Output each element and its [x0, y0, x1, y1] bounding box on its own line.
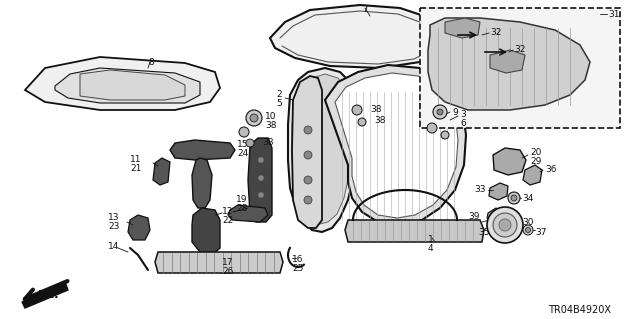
- Polygon shape: [192, 158, 212, 208]
- Text: TR04B4920X: TR04B4920X: [548, 305, 611, 315]
- Text: 15: 15: [237, 140, 248, 149]
- Polygon shape: [428, 18, 590, 110]
- Text: 20: 20: [530, 148, 541, 157]
- Polygon shape: [128, 215, 150, 240]
- Text: 14: 14: [108, 242, 120, 251]
- Text: 13: 13: [108, 213, 120, 222]
- Polygon shape: [192, 208, 220, 255]
- Polygon shape: [325, 65, 466, 225]
- Text: 11: 11: [130, 155, 141, 164]
- Text: 7: 7: [362, 5, 368, 14]
- Circle shape: [258, 157, 264, 163]
- Polygon shape: [523, 165, 542, 185]
- Text: 31: 31: [608, 10, 620, 19]
- Polygon shape: [335, 73, 458, 218]
- Text: 9: 9: [452, 108, 458, 117]
- Text: 12: 12: [222, 207, 234, 216]
- Circle shape: [493, 213, 517, 237]
- Polygon shape: [270, 5, 445, 68]
- Text: 26: 26: [222, 267, 234, 276]
- Text: 3: 3: [460, 110, 466, 119]
- Text: 17: 17: [222, 258, 234, 267]
- Text: 8: 8: [148, 58, 154, 67]
- Text: 22: 22: [222, 216, 233, 225]
- Circle shape: [499, 219, 511, 231]
- Text: 36: 36: [545, 165, 557, 174]
- Text: 2: 2: [276, 90, 282, 99]
- Circle shape: [487, 207, 523, 243]
- Circle shape: [304, 176, 312, 184]
- Circle shape: [304, 126, 312, 134]
- Polygon shape: [292, 76, 322, 228]
- Text: 30: 30: [522, 218, 534, 227]
- Bar: [420, 8, 620, 128]
- Polygon shape: [248, 138, 272, 222]
- Polygon shape: [153, 158, 170, 185]
- Circle shape: [239, 127, 249, 137]
- Polygon shape: [170, 140, 235, 160]
- Text: 28: 28: [236, 204, 248, 213]
- Text: 6: 6: [460, 119, 466, 128]
- Circle shape: [352, 105, 362, 115]
- Circle shape: [358, 118, 366, 126]
- Text: 4: 4: [428, 244, 434, 253]
- Text: 34: 34: [522, 194, 533, 203]
- Polygon shape: [55, 68, 200, 103]
- Text: 24: 24: [237, 149, 248, 158]
- Text: 38: 38: [374, 116, 385, 125]
- Text: 19: 19: [236, 195, 248, 204]
- Text: 33: 33: [474, 185, 486, 194]
- Polygon shape: [445, 18, 480, 38]
- Polygon shape: [155, 252, 283, 273]
- Text: 32: 32: [514, 45, 525, 54]
- Circle shape: [523, 225, 533, 235]
- Polygon shape: [80, 70, 185, 100]
- Polygon shape: [487, 208, 503, 224]
- Circle shape: [511, 195, 517, 201]
- Polygon shape: [228, 205, 268, 222]
- Circle shape: [437, 109, 443, 115]
- Text: 37: 37: [535, 228, 547, 237]
- Circle shape: [427, 123, 437, 133]
- Text: 38: 38: [265, 121, 276, 130]
- Circle shape: [246, 110, 262, 126]
- Text: 16: 16: [292, 255, 303, 264]
- Text: 5: 5: [276, 99, 282, 108]
- Text: 29: 29: [530, 157, 541, 166]
- Circle shape: [258, 192, 264, 198]
- Text: 25: 25: [292, 264, 303, 273]
- Polygon shape: [489, 183, 508, 200]
- Polygon shape: [25, 57, 220, 110]
- Circle shape: [246, 139, 254, 147]
- Polygon shape: [345, 220, 484, 242]
- Circle shape: [250, 114, 258, 122]
- Text: 21: 21: [130, 164, 141, 173]
- Polygon shape: [493, 148, 526, 175]
- Text: FR.: FR.: [38, 290, 58, 300]
- Text: 23: 23: [108, 222, 120, 231]
- Circle shape: [525, 227, 531, 233]
- Text: 39: 39: [468, 212, 479, 221]
- Text: 1: 1: [428, 235, 434, 244]
- Polygon shape: [22, 282, 68, 308]
- Circle shape: [304, 151, 312, 159]
- Circle shape: [441, 131, 449, 139]
- Circle shape: [258, 175, 264, 181]
- Text: 32: 32: [490, 28, 501, 37]
- Polygon shape: [292, 74, 351, 224]
- Text: 35: 35: [478, 228, 490, 237]
- Circle shape: [433, 105, 447, 119]
- Polygon shape: [288, 68, 356, 232]
- Circle shape: [304, 196, 312, 204]
- Polygon shape: [490, 50, 525, 73]
- Text: 10: 10: [265, 112, 276, 121]
- Circle shape: [508, 192, 520, 204]
- Text: 38: 38: [262, 138, 273, 147]
- Text: 38: 38: [370, 105, 381, 114]
